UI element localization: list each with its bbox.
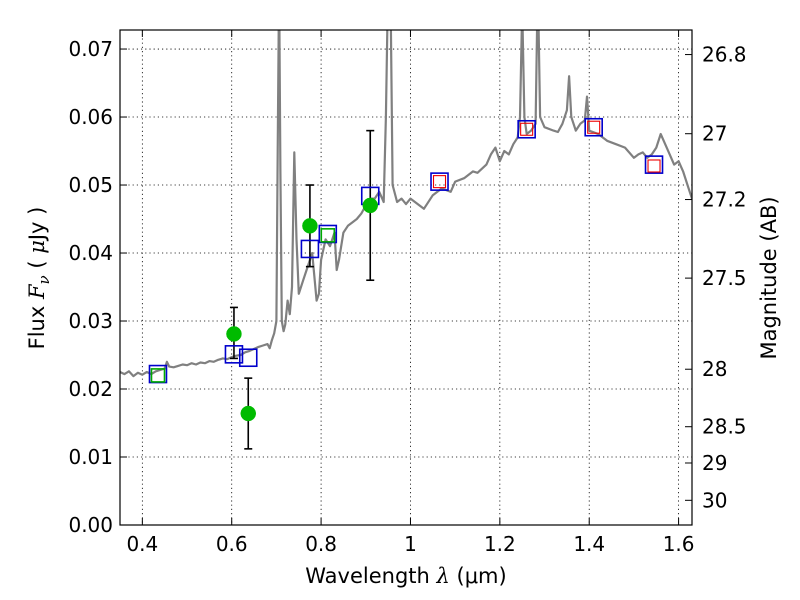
errorbar-layer: [229, 129, 375, 450]
model-square: [320, 228, 336, 243]
model-square: [644, 155, 664, 174]
y2-tick-label: 26.8: [702, 43, 747, 67]
spectrum-layer: [120, 30, 692, 378]
model-square: [224, 345, 244, 364]
x-tick-label: 1.2: [484, 532, 516, 556]
point-layer: [226, 197, 378, 422]
model-square: [517, 119, 536, 139]
y2-tick-label: 30: [702, 488, 727, 512]
y-tick-label: 0.02: [68, 377, 113, 401]
y-axis-label: Flux Fν ( μJy ): [25, 207, 53, 350]
spectrum-line: [120, 30, 692, 378]
model-square: [150, 368, 166, 383]
y2-tick-label: 27.2: [702, 188, 747, 212]
x-tick-label: 1.6: [663, 532, 695, 556]
x-tick-label: 0.8: [305, 532, 337, 556]
y2-tick-label: 28: [702, 357, 727, 381]
model-square: [300, 239, 320, 259]
model-square: [584, 117, 603, 137]
y2-axis-label: Magnitude (AB): [757, 196, 781, 359]
model-square: [647, 159, 661, 173]
x-tick-label: 1: [404, 532, 417, 556]
model-square: [432, 175, 447, 189]
y-tick-label: 0.06: [68, 105, 113, 129]
tick-labels: 0.4 0.6 0.8 1 1.2 1.4 1.6 0.00 0.01 0.02 0.03 0.04 0…: [68, 37, 746, 556]
x-tick-label: 0.4: [126, 532, 158, 556]
y2-tick-label: 28.5: [702, 415, 747, 439]
observed-point: [226, 326, 242, 342]
y2-tick-label: 27: [702, 122, 727, 146]
x-tick-label: 0.6: [216, 532, 248, 556]
model-square: [430, 172, 449, 191]
y-tick-label: 0.04: [68, 241, 113, 265]
y-tick-label: 0.05: [68, 173, 113, 197]
model-square: [238, 348, 258, 368]
observed-point: [362, 197, 378, 214]
y-tick-label: 0.00: [68, 513, 113, 537]
model-square: [587, 120, 601, 134]
y-tick-label: 0.03: [68, 309, 113, 333]
observed-point: [240, 405, 257, 422]
ticks: [120, 30, 692, 526]
model-square: [520, 122, 534, 136]
y-tick-label: 0.01: [68, 445, 113, 469]
square-layer: [148, 117, 664, 384]
grid: [120, 30, 692, 525]
observed-point: [302, 218, 318, 234]
x-axis-label: Wavelength λ (μm): [305, 564, 506, 588]
x-tick-label: 1.4: [573, 532, 605, 556]
y2-tick-label: 29: [702, 451, 727, 475]
y-tick-label: 0.07: [68, 37, 113, 61]
y2-tick-label: 27.5: [702, 266, 747, 290]
plot-frame: [119, 29, 693, 526]
